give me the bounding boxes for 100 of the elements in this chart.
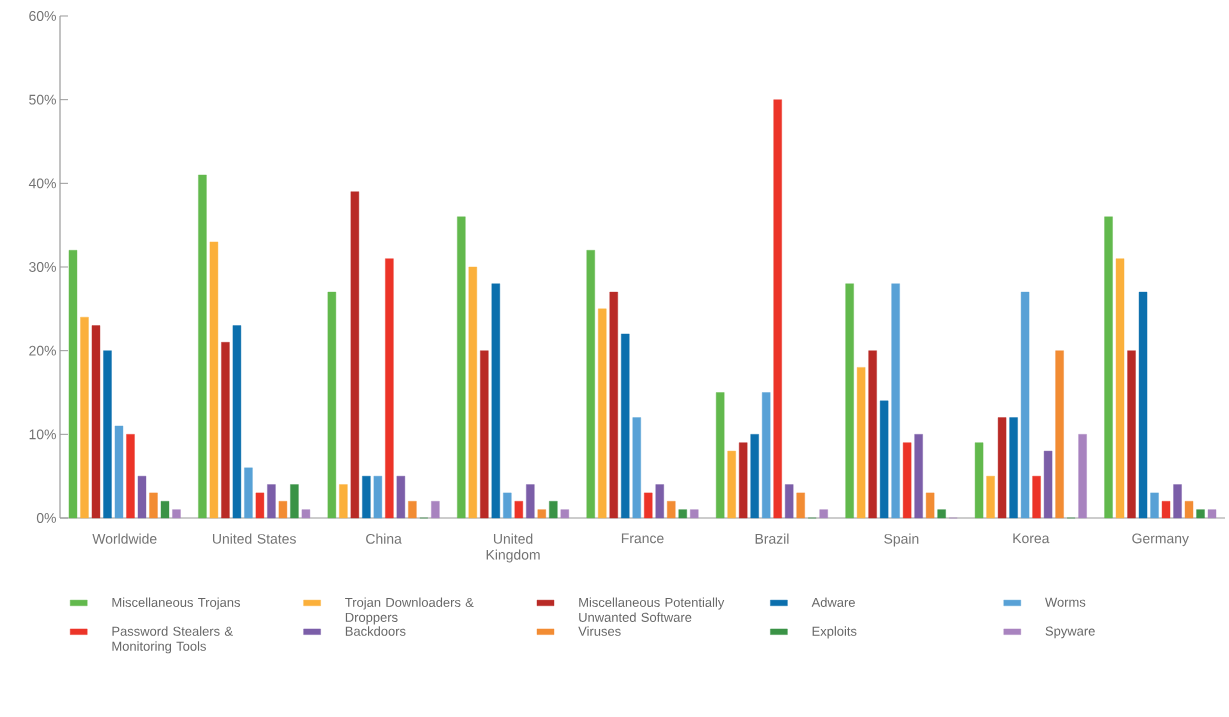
bar xyxy=(1009,417,1018,519)
bar xyxy=(209,241,219,519)
x-tick-label: Brazil xyxy=(755,533,789,544)
bar xyxy=(560,509,570,519)
bar xyxy=(902,442,912,519)
bar xyxy=(278,501,288,519)
y-tick-label: 0% xyxy=(36,513,56,523)
bar xyxy=(480,350,489,519)
bar xyxy=(598,308,607,519)
bar xyxy=(244,467,253,519)
bar xyxy=(114,425,124,519)
legend-label: Trojan Downloaders & Droppers xyxy=(345,597,474,625)
bar xyxy=(1184,501,1194,519)
bar xyxy=(785,484,794,519)
bar xyxy=(468,266,477,519)
x-tick-label: France xyxy=(621,533,664,544)
bar xyxy=(739,442,748,519)
bar xyxy=(655,484,664,519)
bar xyxy=(103,350,112,519)
bar xyxy=(1078,434,1087,519)
bar xyxy=(762,392,771,519)
bar xyxy=(350,191,360,519)
y-tick-label: 30% xyxy=(29,262,56,272)
bar xyxy=(537,509,547,519)
bar xyxy=(716,392,725,519)
bar xyxy=(91,325,101,519)
bar xyxy=(914,434,923,519)
bar xyxy=(667,501,676,519)
y-tick-label: 60% xyxy=(29,11,56,21)
bar xyxy=(773,99,782,519)
bar xyxy=(457,216,466,519)
bar xyxy=(1173,484,1182,519)
bar xyxy=(68,250,78,519)
bar xyxy=(137,475,147,519)
legend-label: Viruses xyxy=(578,626,621,636)
bar xyxy=(819,509,828,519)
bar xyxy=(327,291,337,519)
legend-label: Backdoors xyxy=(345,626,406,636)
bar xyxy=(221,342,230,519)
bar xyxy=(396,475,406,519)
bar xyxy=(549,501,558,519)
bar xyxy=(974,442,984,519)
legend-label: Adware xyxy=(811,597,855,607)
bar xyxy=(1020,291,1030,519)
bar xyxy=(632,417,641,519)
y-tick-label: 40% xyxy=(28,178,56,189)
bar xyxy=(526,484,535,519)
bar xyxy=(172,509,181,519)
bar xyxy=(644,492,653,519)
bar xyxy=(891,283,900,519)
bar xyxy=(1207,509,1217,519)
x-tick-label: United States xyxy=(212,533,296,544)
bar xyxy=(868,350,877,519)
bar xyxy=(586,250,595,519)
bar xyxy=(1043,450,1053,519)
bar xyxy=(1055,350,1064,519)
bar xyxy=(267,484,276,519)
bar xyxy=(750,434,759,519)
bar xyxy=(1032,475,1041,519)
bar xyxy=(339,484,348,519)
bar xyxy=(1150,492,1159,519)
bar xyxy=(856,367,866,519)
x-tick-label: Germany xyxy=(1132,533,1189,547)
bar xyxy=(986,475,995,519)
bar xyxy=(126,434,135,519)
legend-label: Password Stealers & Monitoring Tools xyxy=(112,626,233,654)
bar xyxy=(1196,509,1205,519)
bar xyxy=(678,509,687,519)
bar xyxy=(255,492,265,519)
x-tick-label: Worldwide xyxy=(92,533,157,544)
bar xyxy=(796,492,805,519)
bar xyxy=(160,501,170,519)
legend-label: Miscellaneous Potentially Unwanted Software xyxy=(579,597,725,622)
legend-label: Exploits xyxy=(812,626,857,639)
x-tick-label: Korea xyxy=(1013,533,1050,544)
legend-label: Worms xyxy=(1045,597,1086,607)
bar xyxy=(925,492,935,519)
bar xyxy=(1161,501,1171,519)
bar xyxy=(937,509,946,519)
bar xyxy=(149,492,158,519)
bar xyxy=(609,291,618,519)
x-tick-label: China xyxy=(366,533,402,544)
legend-label: Spyware xyxy=(1045,626,1095,639)
bar xyxy=(385,258,394,519)
y-tick-label: 10% xyxy=(29,429,56,440)
bar xyxy=(997,417,1007,519)
bar xyxy=(431,501,440,519)
bar xyxy=(1104,216,1113,519)
bar xyxy=(503,492,512,519)
y-tick-label: 20% xyxy=(29,345,56,356)
bar xyxy=(879,400,889,519)
bar xyxy=(301,509,311,519)
bar xyxy=(690,509,699,519)
bar xyxy=(727,450,736,519)
bar xyxy=(1138,291,1148,519)
bar xyxy=(362,475,371,519)
bar xyxy=(845,283,854,519)
bar xyxy=(1127,350,1136,519)
bar xyxy=(491,283,501,519)
bar xyxy=(373,475,383,519)
